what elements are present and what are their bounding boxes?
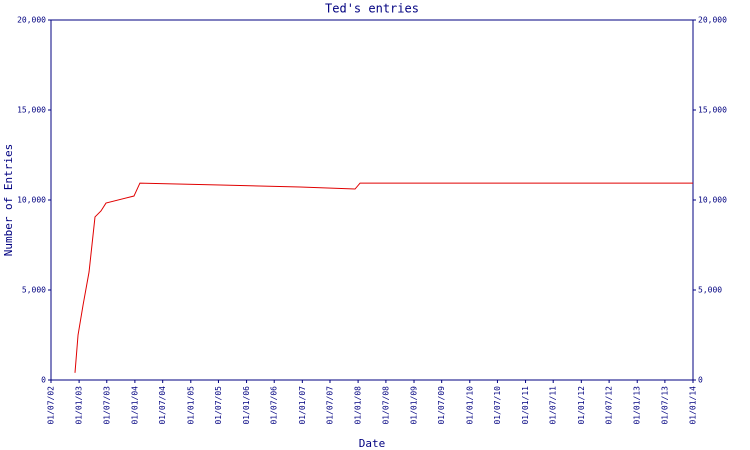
x-tick-label: 01/01/06: [242, 386, 251, 425]
x-tick-label: 01/01/14: [689, 386, 698, 425]
x-tick-label: 01/01/12: [577, 386, 586, 425]
x-tick-label: 01/01/10: [465, 386, 474, 425]
x-tick-label: 01/01/07: [298, 386, 307, 425]
y2-tick-label: 20,000: [698, 16, 727, 25]
x-tick-label: 01/01/08: [354, 386, 363, 425]
x-tick-label: 01/07/08: [381, 386, 390, 425]
x-tick-label: 01/01/11: [521, 386, 530, 425]
x-tick-label: 01/07/02: [47, 386, 56, 425]
data-line: [74, 182, 693, 373]
y-tick-label: 5,000: [22, 286, 46, 295]
x-tick-label: 01/07/10: [493, 386, 502, 425]
x-axis-label: Date: [359, 437, 386, 450]
x-tick-label: 01/07/07: [325, 386, 334, 425]
y-axis-label: Number of Entries: [2, 144, 15, 257]
x-tick-label: 01/07/04: [158, 386, 167, 425]
x-tick-label: 01/07/05: [214, 386, 223, 425]
y-tick-label: 10,000: [17, 196, 46, 205]
y-tick-label: 15,000: [17, 106, 46, 115]
y2-tick-label: 15,000: [698, 106, 727, 115]
x-tick-label: 01/01/04: [130, 386, 139, 425]
y-tick-label: 20,000: [17, 16, 46, 25]
x-tick-label: 01/07/06: [270, 386, 279, 425]
x-tick-label: 01/07/13: [660, 386, 669, 425]
x-tick-label: 01/01/09: [410, 386, 419, 425]
x-tick-label: 01/01/13: [633, 386, 642, 425]
x-tick-label: 01/07/11: [549, 386, 558, 425]
x-tick-label: 01/07/12: [605, 386, 614, 425]
x-tick-label: 01/07/03: [102, 386, 111, 425]
x-tick-label: 01/07/09: [437, 386, 446, 425]
chart-title: Ted's entries: [325, 2, 419, 16]
y2-tick-label: 0: [698, 376, 703, 385]
plot-frame: [50, 19, 694, 381]
x-tick-label: 01/01/03: [75, 386, 84, 425]
y2-tick-label: 10,000: [698, 196, 727, 205]
y2-tick-label: 5,000: [698, 286, 722, 295]
y-tick-label: 0: [41, 376, 46, 385]
x-tick-label: 01/01/05: [186, 386, 195, 425]
